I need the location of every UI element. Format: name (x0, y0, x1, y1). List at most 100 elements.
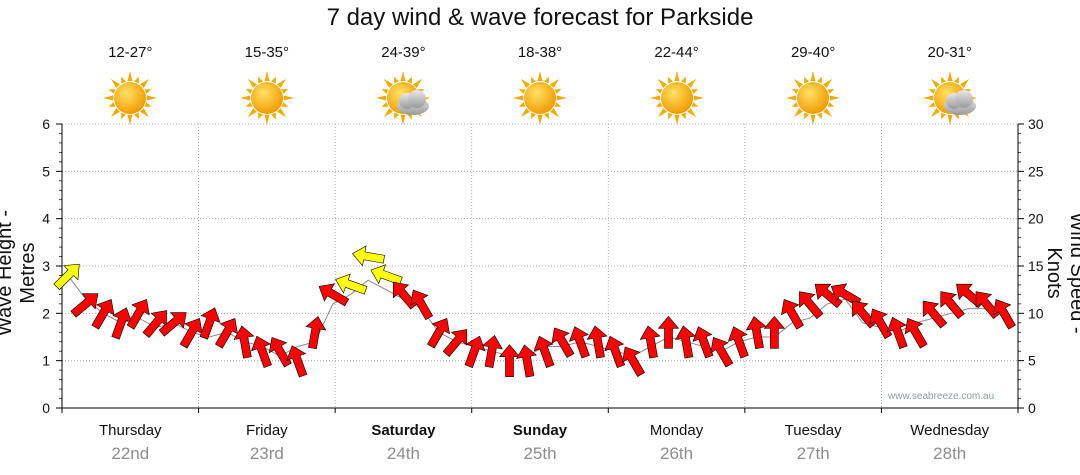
day-name-label: Monday (650, 422, 704, 439)
wind-arrow (233, 325, 255, 359)
wind-arrow (516, 344, 538, 378)
wind-arrow-shape (91, 299, 115, 330)
wind-arrow-shape (710, 336, 734, 368)
y-tick-label-right: 20 (1028, 211, 1044, 227)
wind-arrow (799, 291, 824, 320)
wind-arrow (922, 300, 948, 329)
wind-arrow (305, 316, 327, 350)
day-labels: Thursday 22nd Friday 23rd Saturday 24th Sunday… (99, 422, 990, 463)
sun-cloud-icon (373, 68, 433, 128)
wind-arrow (745, 316, 767, 350)
day-name-label: Wednesday (910, 422, 989, 439)
wind-arrow-shape (799, 291, 824, 320)
wind-arrow-shape (268, 336, 292, 368)
wind-arrow-shape (318, 283, 350, 307)
wind-arrow-shape (410, 289, 434, 321)
wind-arrow-shape (886, 316, 908, 350)
wind-arrow-shape (427, 318, 450, 349)
wind-arrow (126, 299, 150, 330)
day-name-label: Friday (246, 422, 288, 439)
wind-arrow-shape (335, 273, 368, 295)
wind-arrow-series (53, 245, 1016, 378)
wind-arrow-shape (622, 346, 645, 377)
wind-arrow-shape (370, 264, 403, 286)
wind-arrow-shape (940, 291, 965, 320)
sun-icon (647, 68, 707, 128)
wind-arrow (830, 283, 862, 307)
wind-arrow (370, 264, 403, 286)
wind-arrow-shape (657, 315, 680, 349)
wind-arrow (179, 318, 203, 349)
wind-arrow-shape (869, 308, 893, 340)
wind-arrow-shape (442, 329, 468, 357)
wind-arrow-shape (781, 299, 804, 330)
y-tick-label-left: 2 (42, 305, 50, 321)
wind-arrow (904, 318, 928, 349)
wind-arrow (199, 307, 221, 340)
temperature-label: 22-44° (654, 44, 699, 61)
wind-arrow (551, 327, 575, 358)
day-name-label: Tuesday (785, 422, 842, 439)
wind-arrow (992, 299, 1016, 330)
day-date-label: 24th (387, 444, 420, 463)
wind-arrow (674, 325, 696, 359)
wind-arrow (286, 345, 308, 378)
wind-arrow-shape (53, 263, 80, 291)
day-date-label: 26th (660, 444, 693, 463)
wind-arrow-shape (111, 307, 133, 340)
wind-arrow-shape (351, 245, 385, 267)
wind-arrow-shape (142, 310, 167, 339)
wind-arrow (498, 344, 521, 378)
day-date-label: 28th (933, 444, 966, 463)
wind-arrow (268, 336, 292, 368)
wind-arrow-shape (745, 316, 767, 350)
y-tick-label-left: 6 (42, 116, 50, 132)
wind-arrow-shape (286, 345, 308, 378)
wind-arrow-shape (516, 344, 538, 378)
temperature-label: 15-35° (244, 44, 290, 61)
chart-title: 7 day wind & wave forecast for Parkside (326, 4, 754, 31)
wind-arrow (410, 289, 434, 321)
wind-arrow (586, 325, 608, 359)
sun-cloud-icon (920, 68, 980, 128)
wind-arrow-shape (830, 283, 862, 307)
wind-arrow (869, 308, 893, 340)
wind-arrow (111, 307, 133, 340)
wind-arrow (657, 315, 680, 349)
wind-arrow (622, 346, 645, 377)
wind-arrow (533, 335, 555, 368)
wind-arrow (70, 293, 99, 318)
wind-arrow-shape (639, 325, 661, 359)
wind-arrow (727, 326, 749, 359)
wind-arrow-shape (922, 300, 948, 329)
day-name-label: Saturday (371, 422, 436, 439)
wind-arrow-shape (199, 307, 221, 340)
temperature-label: 12-27° (108, 44, 153, 61)
wind-arrow (351, 245, 385, 267)
wind-arrow (481, 334, 503, 368)
y-tick-label-right: 0 (1028, 400, 1036, 416)
y-tick-label-right: 15 (1028, 258, 1044, 274)
sun-icon (510, 68, 570, 128)
wind-arrow-shape (305, 316, 327, 350)
wind-arrow-shape (126, 299, 150, 330)
wind-arrow (318, 283, 350, 307)
temperature-label: 20-31° (927, 44, 972, 61)
y-tick-label-right: 30 (1028, 116, 1044, 132)
wind-arrow-shape (158, 312, 187, 337)
wind-arrow-shape (763, 315, 786, 349)
wind-arrow (464, 335, 486, 368)
y-tick-label-right: 5 (1028, 353, 1036, 369)
wind-arrow-shape (70, 293, 99, 318)
wind-arrow (710, 336, 734, 368)
wind-arrow-shape (727, 326, 749, 359)
wind-arrow (568, 326, 590, 359)
day-name-label: Sunday (513, 422, 568, 439)
wind-arrow (886, 316, 908, 350)
temperature-label: 18-38° (517, 44, 563, 61)
sun-icon (237, 68, 297, 128)
wind-arrow-shape (179, 318, 203, 349)
y-tick-label-left: 5 (42, 163, 50, 179)
wind-arrow-shape (814, 283, 843, 309)
